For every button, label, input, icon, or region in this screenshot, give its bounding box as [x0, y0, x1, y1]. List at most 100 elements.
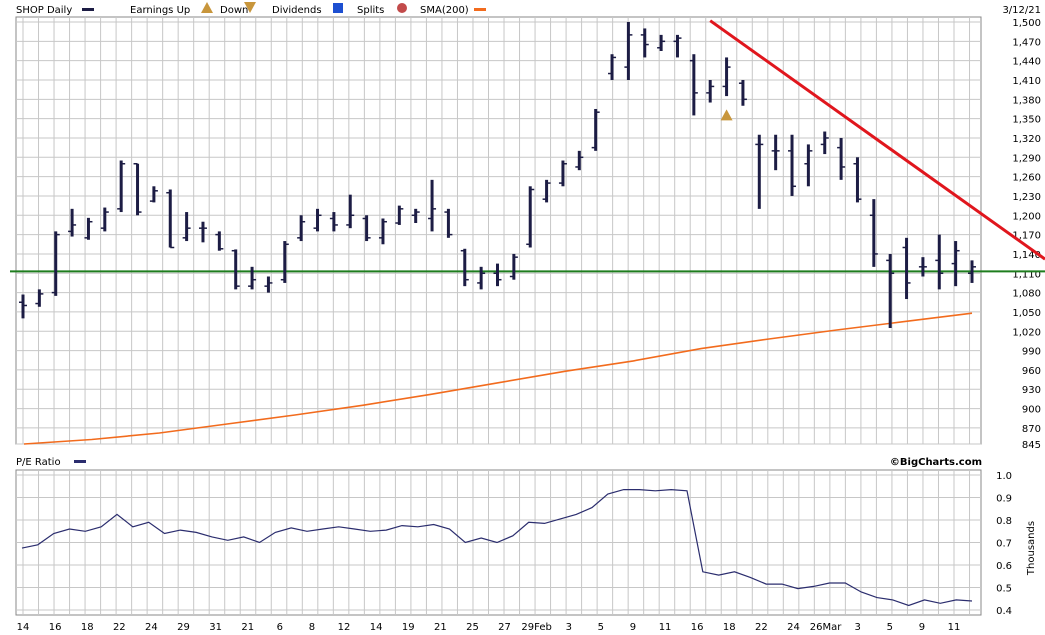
ohlc-bar [362, 215, 371, 242]
ohlc-bar [35, 289, 44, 307]
ohlc-bar [117, 160, 126, 213]
ohlc-bar [706, 79, 715, 103]
price-axis-tick-label: 1,230 [1012, 192, 1041, 203]
chart-header: SHOP Daily Earnings Up Down Dividends Sp… [16, 2, 1041, 16]
pe-axis-tick-label: 0.8 [996, 516, 1012, 527]
price-panel: 1,500 1,470 1,440 1,410 1,380 1,350 1,320 1,290… [10, 16, 1045, 451]
ohlc-bar [869, 199, 878, 267]
price-axis-tick-label: 1,290 [1012, 153, 1041, 164]
price-axis-tick-label: 1,170 [1012, 231, 1041, 242]
ohlc-bar [738, 79, 747, 106]
price-axis-tick-label: 1,350 [1012, 115, 1041, 126]
ohlc-bar [951, 241, 960, 287]
x-axis-tick-label: 21 [241, 622, 254, 633]
ohlc-bar [19, 294, 27, 319]
price-axis-tick-label: 1,440 [1012, 57, 1041, 68]
x-axis-tick-label: 18 [81, 622, 94, 633]
x-axis-tick-label: 16 [49, 622, 62, 633]
x-axis-tick-label: 8 [309, 622, 315, 633]
ohlc-bar [542, 179, 551, 203]
price-axis-tick-label: 1,410 [1012, 76, 1041, 87]
earnings-down-label: Down [220, 5, 248, 16]
ohlc-bar [329, 212, 338, 232]
ohlc-bar [657, 34, 666, 51]
price-axis-tick-label: 1,320 [1012, 134, 1041, 145]
splits-icon [397, 3, 407, 13]
earnings-up-icon [201, 2, 213, 13]
price-axis-tick-label: 1,470 [1012, 37, 1041, 48]
ohlc-bar [575, 150, 584, 171]
x-axis-tick-label: 14 [370, 622, 383, 633]
dividends-icon [333, 3, 343, 13]
sma-200-line [23, 312, 973, 445]
ohlc-bar [68, 208, 77, 237]
splits-label: Splits [357, 5, 384, 16]
ohlc-bar [264, 276, 273, 293]
ohlc-bar [411, 208, 420, 224]
x-axis-tick-label: 11 [948, 622, 961, 633]
pe-legend-swatch [74, 460, 86, 463]
price-axis-tick-label: 1,260 [1012, 173, 1041, 184]
x-axis-tick-label: 3 [855, 622, 861, 633]
ohlc-bar [755, 134, 764, 209]
ohlc-bar [280, 241, 289, 283]
ohlc-bar [902, 237, 911, 300]
earnings-marker-icon [720, 109, 733, 121]
price-axis-tick-label: 900 [1022, 405, 1041, 416]
ohlc-bar [149, 186, 158, 203]
ohlc-bar [51, 231, 60, 296]
pe-ratio-line [21, 488, 973, 607]
x-axis-tick-label: 22 [755, 622, 768, 633]
ohlc-bar [673, 34, 682, 58]
ohlc-bar [788, 134, 797, 196]
x-axis-tick-label: 14 [17, 622, 30, 633]
x-axis-tick-label: 12 [338, 622, 351, 633]
price-axis-tick-label: 1,080 [1012, 289, 1041, 300]
x-axis-tick-label: 9 [919, 622, 925, 633]
x-axis-tick-label: 24 [145, 622, 158, 633]
x-axis-tick-label: 5 [887, 622, 893, 633]
symbol-label: SHOP Daily [16, 5, 72, 16]
x-axis-tick-label: 29 [177, 622, 190, 633]
ohlc-bar [444, 208, 453, 238]
price-axis-tick-label: 845 [1022, 440, 1041, 451]
x-axis-tick-label: 27 [498, 622, 511, 633]
x-axis-tick-label: 26Mar [810, 622, 842, 633]
pe-axis-tick-label: 0.9 [996, 494, 1012, 505]
pe-axis-tick-label: 0.4 [996, 606, 1012, 617]
ohlc-bar [84, 217, 93, 240]
price-axis-tick-label: 1,200 [1012, 211, 1041, 222]
ohlc-bar [886, 253, 895, 329]
x-axis-tick-label: 5 [598, 622, 604, 633]
x-axis-tick-label: 9 [630, 622, 636, 633]
ohlc-bar [771, 134, 780, 171]
ohlc-bar [689, 54, 698, 116]
pe-axis-tick-label: 0.6 [996, 561, 1012, 572]
earnings-label: Earnings Up [130, 5, 190, 16]
brand-label: ©BigCharts.com [890, 457, 982, 468]
price-axis-tick-label: 1,500 [1012, 18, 1041, 29]
ohlc-bar [509, 253, 518, 280]
ohlc-bar [477, 266, 486, 290]
ohlc-bar [378, 218, 387, 245]
x-axis-tick-label: 22 [113, 622, 126, 633]
ohlc-bar [804, 144, 813, 187]
ohlc-bar [935, 234, 944, 290]
price-axis-tick-label: 960 [1022, 366, 1041, 377]
ohlc-bar [918, 257, 927, 277]
price-axis-tick-label: 930 [1022, 385, 1041, 396]
pe-panel: 1.00.90.80.70.60.50.414 16 18 22 24 29 31 21 6 8 1… [15, 469, 1012, 633]
ohlc-bar [313, 208, 322, 232]
ohlc-bar [215, 231, 224, 251]
ohlc-bar [346, 194, 355, 229]
ohlc-bar [820, 131, 829, 155]
x-axis-tick-label: 19 [402, 622, 415, 633]
price-axis-tick-label: 1,050 [1012, 308, 1041, 319]
price-axis-tick-label: 1,020 [1012, 327, 1041, 338]
price-axis-tick-label: 1,110 [1012, 269, 1041, 280]
pe-axis-tick-label: 0.5 [996, 584, 1012, 595]
price-legend-swatch [82, 8, 94, 11]
ohlc-bar [853, 157, 862, 203]
ohlc-bar [640, 28, 649, 58]
